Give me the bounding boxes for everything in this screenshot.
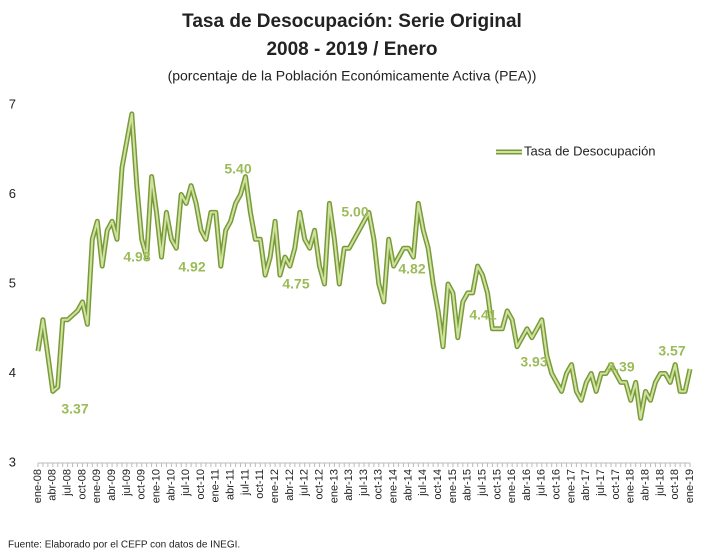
x-tick-label: abr-12 <box>284 469 296 501</box>
x-tick-label: oct-12 <box>313 469 325 500</box>
x-tick-label: abr-13 <box>343 469 355 501</box>
annotation: 5.00 <box>341 204 368 220</box>
x-tick-label: abr-11 <box>225 469 237 500</box>
x-tick-label: oct-11 <box>254 469 266 499</box>
x-tick-label: oct-18 <box>669 469 681 500</box>
x-tick-label: abr-09 <box>106 469 118 501</box>
annotation: 3.37 <box>61 401 88 417</box>
x-tick-label: abr-16 <box>521 469 533 501</box>
annotation: 4.92 <box>178 259 205 275</box>
x-tick-label: oct-16 <box>551 469 563 500</box>
legend-label: Tasa de Desocupación <box>524 143 656 158</box>
x-tick-label: jul-14 <box>417 469 429 497</box>
y-tick-label: 5 <box>9 275 16 290</box>
y-tick-label: 7 <box>9 96 16 111</box>
x-tick-label: oct-08 <box>76 469 88 500</box>
x-tick-label: jul-11 <box>239 469 251 496</box>
x-tick-label: abr-15 <box>462 469 474 501</box>
x-tick-label: ene-10 <box>150 469 162 503</box>
x-tick-label: ene-09 <box>91 469 103 503</box>
x-tick-label: oct-14 <box>432 469 444 500</box>
x-tick-label: ene-11 <box>210 469 222 502</box>
annotation: 3.57 <box>658 343 685 359</box>
annotation: 3.39 <box>607 359 634 375</box>
x-tick-label: ene-14 <box>388 469 400 503</box>
annotation: 5.40 <box>224 161 251 177</box>
x-tick-label: ene-19 <box>684 469 696 503</box>
x-tick-label: jul-10 <box>180 469 192 497</box>
x-tick-label: ene-17 <box>565 469 577 503</box>
annotation: 4.41 <box>469 307 496 323</box>
x-tick-label: abr-18 <box>639 469 651 501</box>
x-tick-label: ene-13 <box>328 469 340 503</box>
x-tick-label: oct-17 <box>610 469 622 500</box>
x-tick-label: jul-09 <box>121 469 133 497</box>
x-tick-label: jul-17 <box>595 469 607 497</box>
chart-subtitle: 2008 - 2019 / Enero <box>266 39 437 60</box>
chart-subtitle: (porcentaje de la Población Económicamen… <box>168 68 537 84</box>
x-tick-label: ene-18 <box>625 469 637 503</box>
x-tick-label: jul-13 <box>358 469 370 497</box>
source-note: Fuente: Elaborado por el CEFP con datos … <box>8 540 240 551</box>
x-tick-label: oct-09 <box>136 469 148 500</box>
x-tick-label: abr-17 <box>580 469 592 501</box>
chart-title: Tasa de Desocupación: Serie Original <box>182 11 522 32</box>
y-tick-label: 3 <box>9 454 16 469</box>
x-tick-label: jul-16 <box>536 469 548 497</box>
x-tick-label: ene-12 <box>269 469 281 503</box>
x-tick-label: jul-08 <box>62 469 74 497</box>
x-tick-label: jul-12 <box>299 469 311 497</box>
x-tick-label: abr-08 <box>47 469 59 501</box>
x-tick-label: ene-16 <box>506 469 518 503</box>
x-tick-label: oct-10 <box>195 469 207 500</box>
line <box>37 112 691 420</box>
y-tick-label: 6 <box>9 186 16 201</box>
x-tick-label: ene-08 <box>32 469 44 503</box>
x-tick-label: oct-13 <box>373 469 385 500</box>
y-tick-label: 4 <box>9 365 16 380</box>
x-tick-label: jul-15 <box>476 469 488 497</box>
annotation: 4.98 <box>123 249 150 265</box>
x-tick-label: ene-15 <box>447 469 459 503</box>
x-tick-label: jul-18 <box>654 469 666 497</box>
x-tick-label: oct-15 <box>491 469 503 500</box>
x-tick-label: abr-10 <box>165 469 177 501</box>
x-tick-label: abr-14 <box>402 469 414 501</box>
annotation: 4.75 <box>282 276 309 292</box>
annotation: 4.82 <box>398 261 425 277</box>
annotation: 3.93 <box>520 354 547 370</box>
